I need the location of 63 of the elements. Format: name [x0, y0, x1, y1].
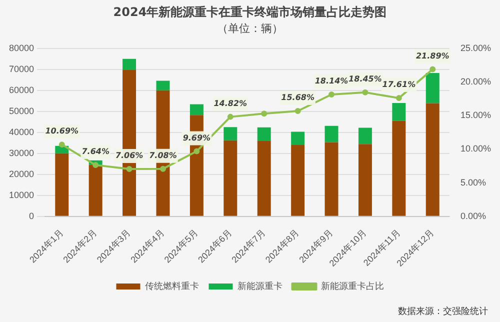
data-label: 14.82%: [214, 98, 248, 108]
bar: [392, 103, 406, 121]
point: [92, 162, 99, 168]
y-tick-label: 40000: [8, 126, 34, 137]
point: [160, 166, 166, 172]
y-tick-label: 0: [29, 210, 34, 221]
data-label: 18.14%: [314, 76, 348, 86]
y-tick-label: 70000: [8, 64, 34, 74]
y2-tick-label: 15.00%: [460, 110, 492, 120]
y2-tick-label: 20.00%: [460, 76, 492, 86]
bar: [224, 127, 238, 140]
y2-tick-label: 0.00%: [460, 210, 486, 221]
bar: [156, 80, 170, 90]
y-tick-label: 80000: [8, 42, 34, 53]
bar: [122, 58, 136, 70]
data-label: 15.68%: [281, 93, 314, 102]
y-tick-label: 60000: [8, 84, 34, 95]
chart-subtitle: （单位：辆）: [216, 21, 284, 36]
point: [227, 114, 234, 120]
y-tick-label: 50000: [8, 106, 34, 116]
bar: [392, 120, 406, 216]
point: [396, 95, 402, 102]
data-label: 7.64%: [82, 147, 110, 156]
y2-tick-label: 5.00%: [460, 177, 486, 188]
data-label: 18.45%: [348, 74, 382, 84]
bar: [55, 153, 69, 216]
data-label: 9.69%: [182, 133, 211, 142]
source-note: 数据来源：交强险统计: [398, 306, 488, 318]
bar: [426, 72, 440, 104]
legend-label: 新能源重卡: [237, 280, 282, 292]
bar: [324, 142, 338, 216]
point: [261, 110, 268, 117]
bar: [257, 127, 271, 142]
bar: [88, 164, 102, 216]
point: [126, 166, 132, 172]
data-label: 7.06%: [115, 151, 144, 160]
data-label: 21.89%: [416, 51, 450, 60]
bar: [224, 140, 238, 216]
bar: [257, 141, 271, 216]
legend-label: 新能源重卡占比: [320, 280, 384, 292]
chart-title: 2024年新能源重卡在重卡终端市场销量占比走势图: [112, 4, 388, 21]
y-tick-label: 30000: [8, 148, 34, 158]
y2-tick-label: 10.00%: [460, 144, 492, 154]
bar: [426, 103, 440, 216]
bar: [358, 128, 372, 144]
bar: [358, 144, 372, 216]
bar: [291, 132, 305, 145]
point: [362, 89, 368, 96]
point: [430, 66, 436, 72]
point: [58, 142, 65, 148]
point: [294, 108, 301, 114]
data-label: 7.08%: [149, 150, 177, 160]
bar: [291, 145, 305, 216]
bar: [190, 104, 204, 116]
point: [194, 148, 200, 154]
data-label: 17.61%: [382, 80, 416, 90]
point: [328, 92, 335, 98]
data-label: 10.69%: [45, 126, 79, 136]
y-tick-label: 20000: [8, 168, 34, 179]
y-tick-label: 10000: [8, 190, 34, 200]
bar: [324, 126, 338, 142]
y2-tick-label: 25.00%: [460, 42, 492, 53]
legend-label: 传统燃料重卡: [144, 280, 199, 292]
